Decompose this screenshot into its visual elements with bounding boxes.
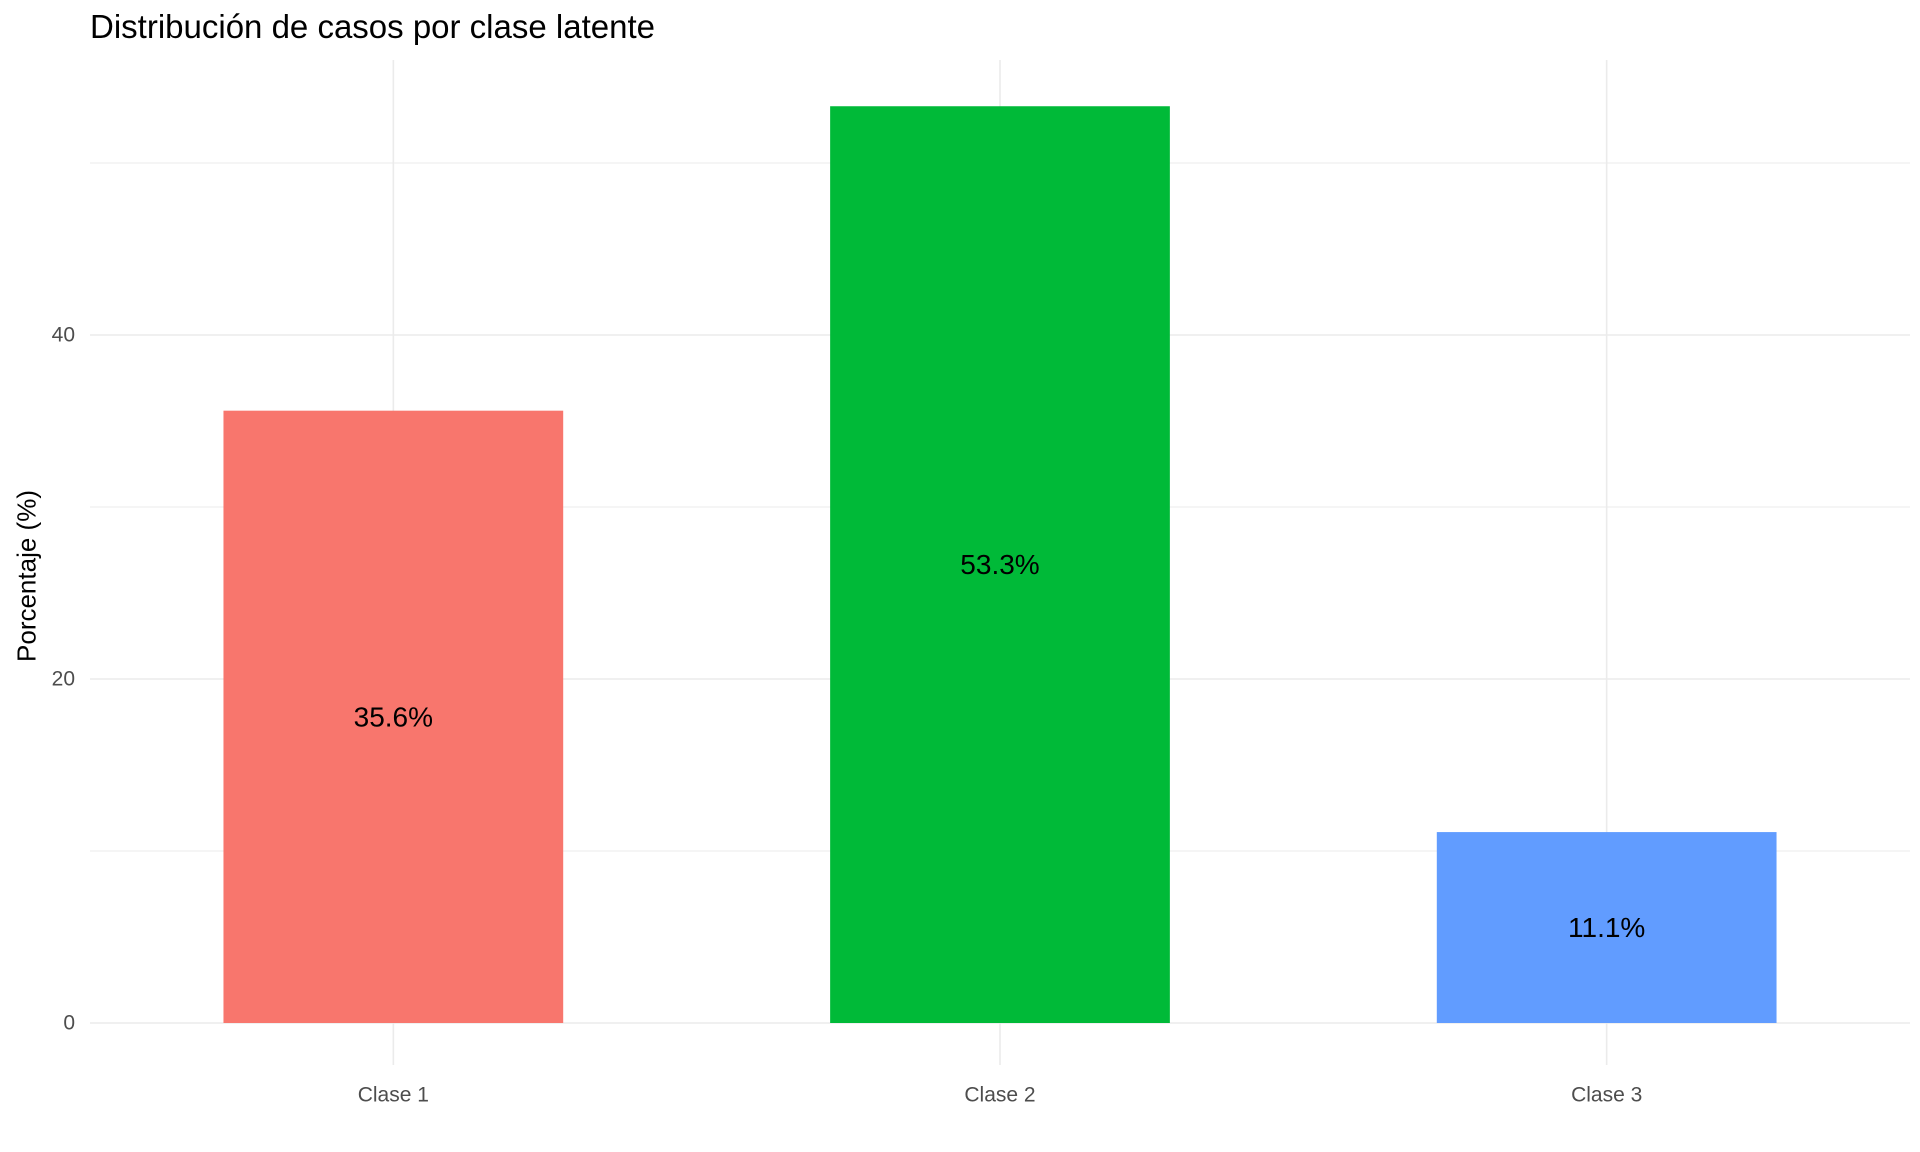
- bar-clase-3: [1436, 832, 1777, 1023]
- x-tick-label: Clase 3: [1571, 1084, 1642, 1107]
- x-tick-label: Clase 2: [964, 1084, 1035, 1107]
- y-tick-label: 40: [52, 324, 75, 347]
- x-axis-ticks: Clase 1 Clase 2 Clase 3: [358, 1084, 1643, 1107]
- chart-title: Distribución de casos por clase latente: [90, 8, 655, 45]
- bar-value-labels: 35.6% 53.3% 11.1%: [354, 549, 1646, 943]
- bar-clase-2: [830, 106, 1170, 1024]
- y-axis-ticks: 0 20 40: [52, 324, 75, 1035]
- bar-value-label: 11.1%: [1568, 912, 1645, 943]
- bars: [223, 106, 1777, 1024]
- x-tick-label: Clase 1: [358, 1084, 429, 1107]
- y-tick-label: 0: [63, 1012, 75, 1035]
- bar-value-label: 53.3%: [960, 549, 1039, 580]
- bar-value-label: 35.6%: [354, 701, 433, 732]
- y-tick-label: 20: [52, 668, 75, 691]
- bar-clase-1: [223, 410, 564, 1023]
